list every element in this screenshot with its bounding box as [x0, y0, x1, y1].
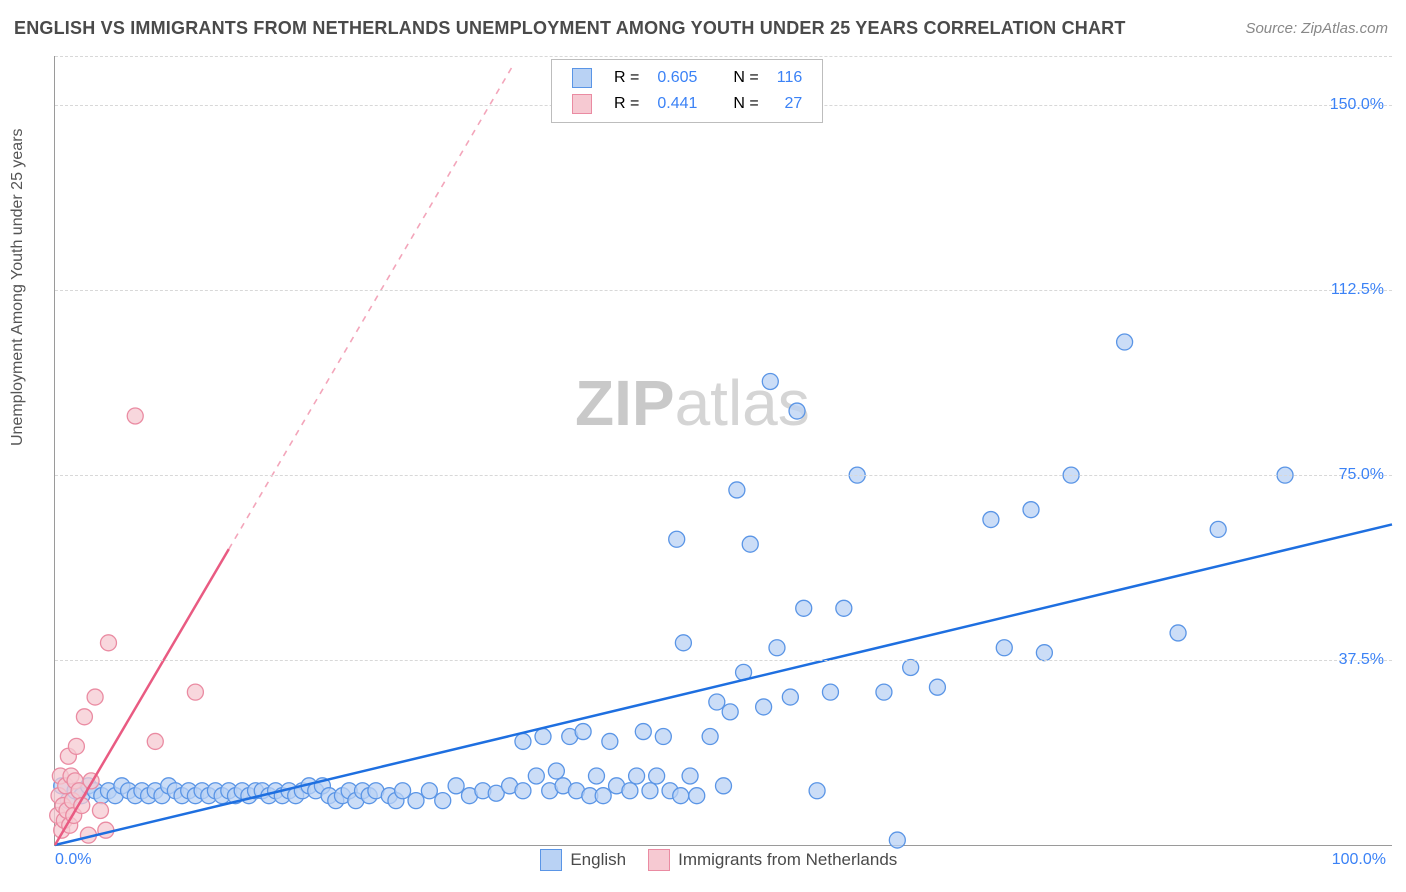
data-point	[876, 684, 892, 700]
data-point	[983, 512, 999, 528]
y-axis-label: Unemployment Among Youth under 25 years	[9, 128, 27, 446]
data-point	[622, 783, 638, 799]
data-point	[548, 763, 564, 779]
data-point	[762, 373, 778, 389]
data-point	[421, 783, 437, 799]
legend-r-value: 0.605	[649, 66, 705, 90]
data-point	[996, 640, 1012, 656]
data-point	[127, 408, 143, 424]
data-point	[689, 788, 705, 804]
data-point	[1036, 645, 1052, 661]
data-point	[515, 733, 531, 749]
data-point	[1117, 334, 1133, 350]
data-point	[769, 640, 785, 656]
data-point	[87, 689, 103, 705]
data-point	[602, 733, 618, 749]
data-point	[528, 768, 544, 784]
data-point	[729, 482, 745, 498]
data-point	[929, 679, 945, 695]
regression-line	[55, 524, 1392, 845]
data-point	[629, 768, 645, 784]
data-point	[822, 684, 838, 700]
data-point	[588, 768, 604, 784]
data-point	[515, 783, 531, 799]
data-point	[68, 738, 84, 754]
legend-r-value: 0.441	[649, 92, 705, 116]
data-point	[796, 600, 812, 616]
data-point	[789, 403, 805, 419]
legend-correlation-box: R =0.605 N =116 R =0.441 N =27	[551, 59, 823, 123]
data-point	[742, 536, 758, 552]
legend-label: Immigrants from Netherlands	[678, 850, 897, 870]
legend-swatch	[648, 849, 670, 871]
legend-swatch	[572, 94, 592, 114]
data-point	[595, 788, 611, 804]
data-point	[682, 768, 698, 784]
plot-area: ZIPatlas 37.5%75.0%112.5%150.0%0.0%100.0…	[54, 56, 1392, 846]
data-point	[147, 733, 163, 749]
data-point	[395, 783, 411, 799]
y-tick-label: 150.0%	[1330, 96, 1384, 114]
legend-label: English	[570, 850, 626, 870]
legend-r-label: R =	[606, 92, 647, 116]
gridline-h	[55, 56, 1392, 57]
y-tick-label: 75.0%	[1339, 466, 1384, 484]
legend-n-label: N =	[725, 92, 766, 116]
legend-item: Immigrants from Netherlands	[648, 849, 897, 871]
data-point	[722, 704, 738, 720]
regression-line-dash	[229, 66, 513, 549]
data-point	[635, 724, 651, 740]
legend-swatch	[572, 68, 592, 88]
data-point	[889, 832, 905, 848]
data-point	[675, 635, 691, 651]
data-point	[435, 793, 451, 809]
data-point	[709, 694, 725, 710]
data-point	[649, 768, 665, 784]
data-point	[903, 659, 919, 675]
gridline-h	[55, 475, 1392, 476]
data-point	[809, 783, 825, 799]
data-point	[100, 635, 116, 651]
y-tick-label: 112.5%	[1331, 281, 1384, 299]
data-point	[1170, 625, 1186, 641]
data-point	[408, 793, 424, 809]
data-point	[448, 778, 464, 794]
legend-n-label: N =	[725, 66, 766, 90]
chart-title: ENGLISH VS IMMIGRANTS FROM NETHERLANDS U…	[14, 18, 1126, 39]
data-point	[1023, 502, 1039, 518]
x-tick-label: 0.0%	[55, 851, 91, 869]
data-point	[673, 788, 689, 804]
x-tick-label: 100.0%	[1332, 851, 1386, 869]
source-attribution: Source: ZipAtlas.com	[1245, 20, 1388, 37]
legend-n-value: 116	[769, 66, 811, 90]
data-point	[642, 783, 658, 799]
data-point	[702, 729, 718, 745]
gridline-h	[55, 290, 1392, 291]
data-point	[76, 709, 92, 725]
legend-series: English Immigrants from Netherlands	[540, 849, 919, 876]
data-point	[575, 724, 591, 740]
chart-container: ENGLISH VS IMMIGRANTS FROM NETHERLANDS U…	[0, 0, 1406, 892]
data-point	[187, 684, 203, 700]
legend-item: English	[540, 849, 626, 871]
data-point	[535, 729, 551, 745]
data-point	[836, 600, 852, 616]
data-point	[716, 778, 732, 794]
data-point	[782, 689, 798, 705]
legend-r-label: R =	[606, 66, 647, 90]
gridline-h	[55, 660, 1392, 661]
legend-swatch	[540, 849, 562, 871]
data-point	[655, 729, 671, 745]
y-tick-label: 37.5%	[1339, 651, 1384, 669]
data-point	[756, 699, 772, 715]
legend-n-value: 27	[769, 92, 811, 116]
data-point	[1210, 521, 1226, 537]
plot-svg	[55, 56, 1392, 845]
data-point	[92, 802, 108, 818]
data-point	[669, 531, 685, 547]
